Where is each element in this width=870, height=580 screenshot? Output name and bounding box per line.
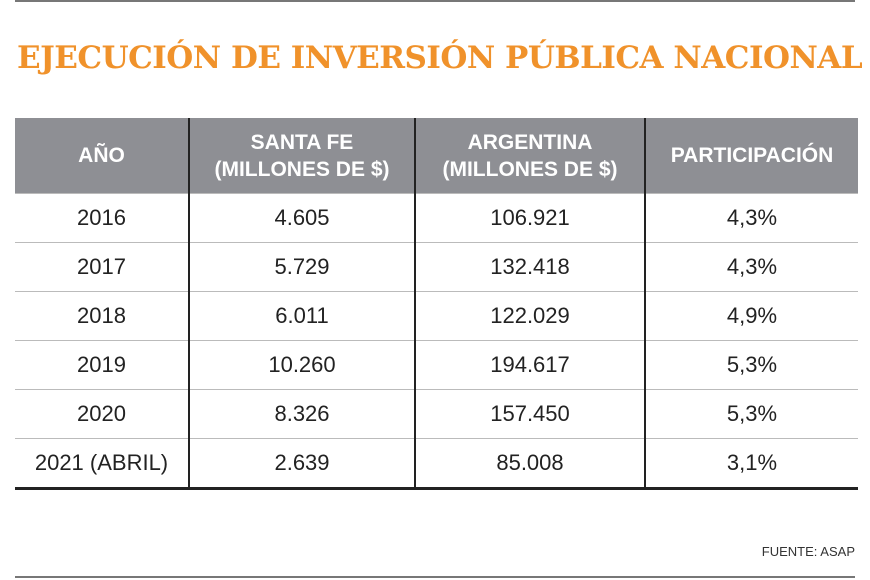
- table-cell: 10.260: [188, 340, 415, 390]
- header-line: (MILLONES DE $): [214, 157, 390, 181]
- table-row: 2019 10.260 194.617 5,3%: [15, 340, 858, 390]
- table-row: 2020 8.326 157.450 5,3%: [15, 389, 858, 439]
- table-cell: 106.921: [414, 193, 645, 243]
- table-cell: 157.450: [414, 389, 645, 439]
- data-table: AÑO SANTA FE (MILLONES DE $) ARGENTINA (MILL…: [15, 118, 858, 490]
- table-body: 2016 4.605 106.921 4,3% 2017 5.729 132.418 4,3%…: [15, 193, 858, 489]
- column-header: SANTA FE (MILLONES DE $): [188, 118, 415, 194]
- title: EJECUCIÓN DE INVERSIÓN PÚBLICA NACIONAL: [17, 40, 863, 76]
- table-cell: 122.029: [414, 291, 645, 341]
- table-cell: 8.326: [188, 389, 415, 439]
- bottom-rule: [15, 576, 855, 578]
- table-cell: 4,3%: [644, 242, 858, 292]
- source: FUENTE: ASAP: [761, 544, 855, 559]
- column-header: AÑO: [15, 118, 189, 194]
- table-cell: 2021 (ABRIL): [15, 438, 189, 489]
- table-cell: 2016: [15, 193, 189, 243]
- header-line: PARTICIPACIÓN: [670, 144, 834, 167]
- table-cell: 2.639: [188, 438, 415, 489]
- table-row: 2018 6.011 122.029 4,9%: [15, 291, 858, 341]
- table-cell: 2020: [15, 389, 189, 439]
- table-cell: 5.729: [188, 242, 415, 292]
- table-cell: 4.605: [188, 193, 415, 243]
- table-cell: 2018: [15, 291, 189, 341]
- table-cell: 5,3%: [644, 340, 858, 390]
- table-cell: 132.418: [414, 242, 645, 292]
- column-header: ARGENTINA (MILLONES DE $): [414, 118, 645, 194]
- header-row: AÑO SANTA FE (MILLONES DE $) ARGENTINA (MILL…: [15, 118, 858, 194]
- header-line: SANTA FE: [250, 130, 354, 154]
- table-cell: 2017: [15, 242, 189, 292]
- header-line: AÑO: [78, 144, 125, 167]
- table-cell: 6.011: [188, 291, 415, 341]
- column-header: PARTICIPACIÓN: [644, 118, 858, 194]
- table-cell: 2019: [15, 340, 189, 390]
- table-row: 2017 5.729 132.418 4,3%: [15, 242, 858, 292]
- table-cell: 3,1%: [644, 438, 858, 489]
- header-line: (MILLONES DE $): [442, 157, 618, 181]
- table-cell: 194.617: [414, 340, 645, 390]
- table-cell: 4,9%: [644, 291, 858, 341]
- table-cell: 5,3%: [644, 389, 858, 439]
- table-row: 2016 4.605 106.921 4,3%: [15, 193, 858, 243]
- table-cell: 85.008: [414, 438, 645, 489]
- table-row: 2021 (ABRIL) 2.639 85.008 3,1%: [15, 438, 858, 489]
- table-cell: 4,3%: [644, 193, 858, 243]
- top-rule: [15, 0, 855, 2]
- header-line: ARGENTINA: [467, 130, 593, 154]
